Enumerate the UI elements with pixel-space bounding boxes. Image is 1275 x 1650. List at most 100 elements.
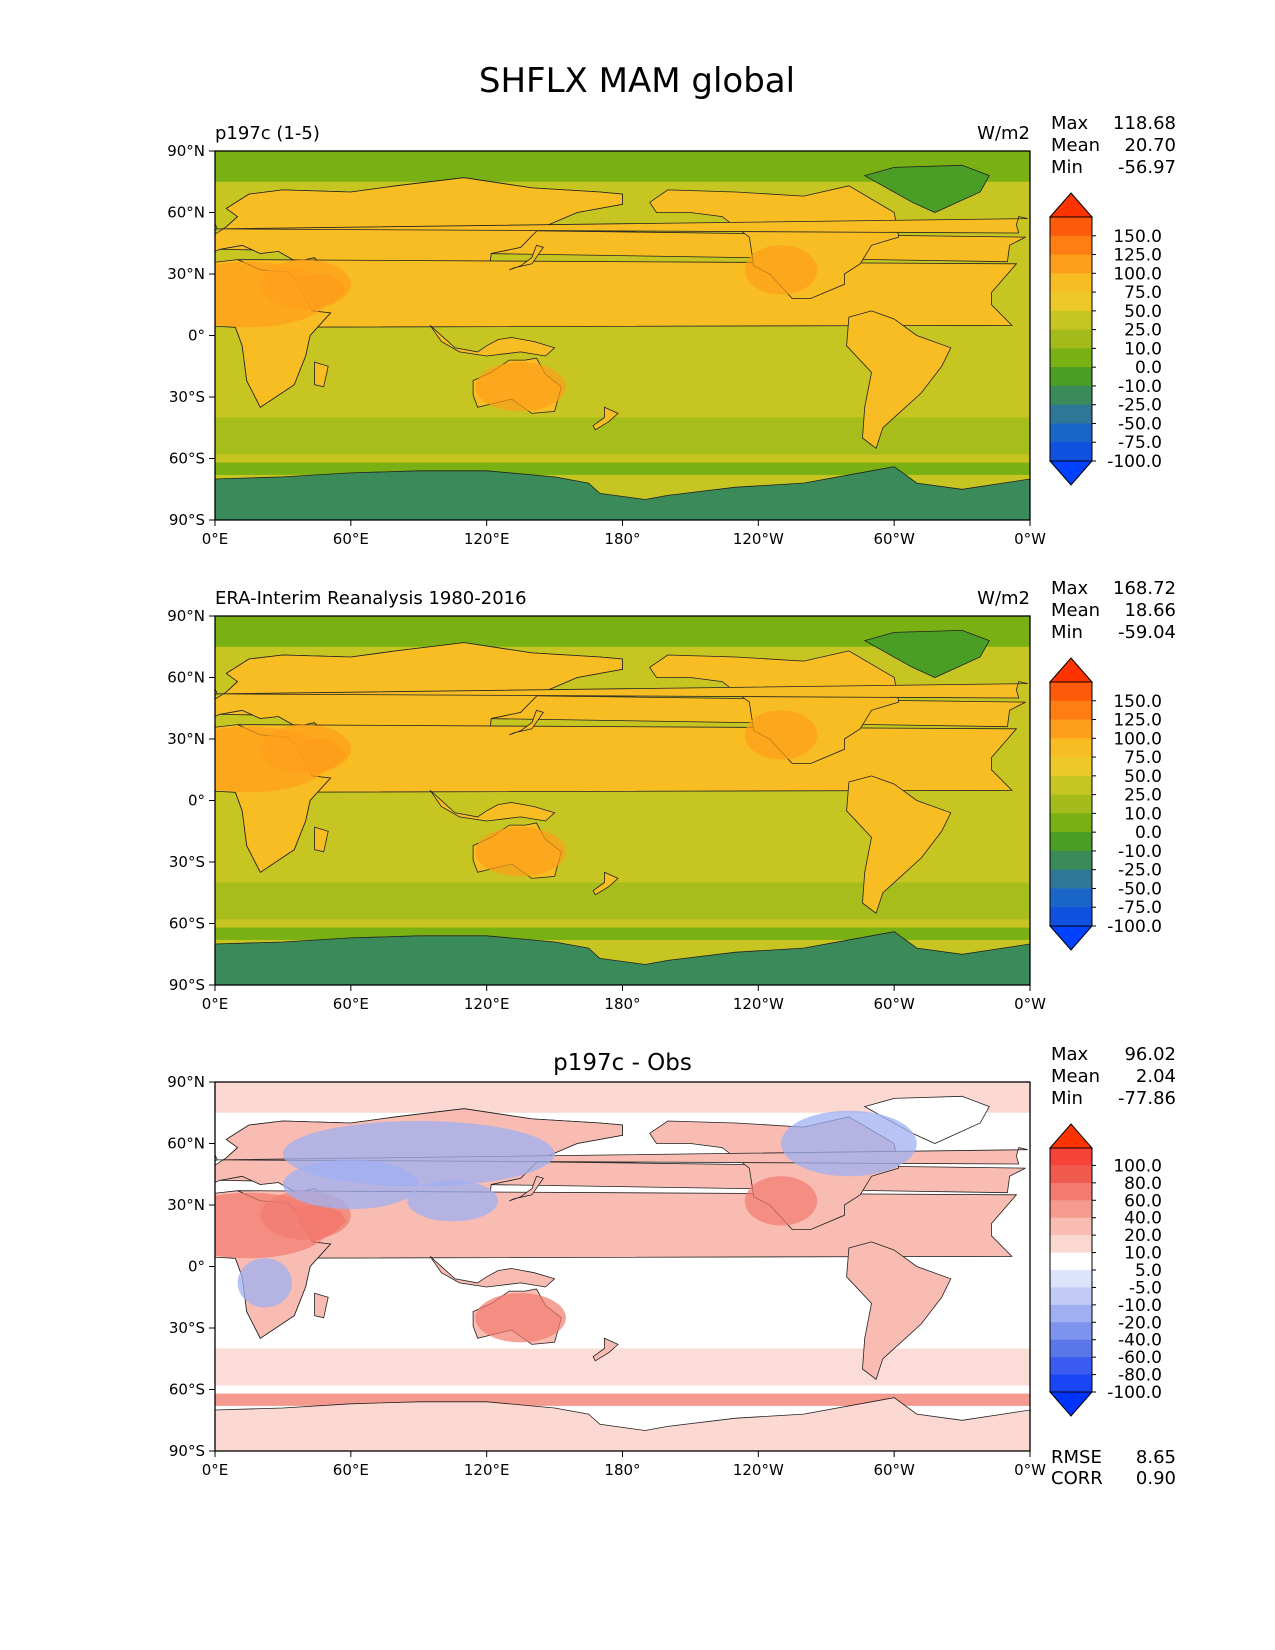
colorbar-label: 0.0 xyxy=(1135,358,1162,378)
colorbar-swatch xyxy=(1050,700,1092,721)
hot-area xyxy=(744,710,818,760)
land-uk xyxy=(217,216,1028,234)
colorbar-swatch xyxy=(1050,1374,1092,1393)
land-samerica-wrap xyxy=(32,776,136,913)
x-tick-label: 180° xyxy=(604,530,640,548)
colorbar-swatch xyxy=(1050,423,1092,443)
southern-band xyxy=(215,417,1030,455)
x-tick-label: 180° xyxy=(604,995,640,1013)
colorbar-swatch xyxy=(1050,1252,1092,1271)
land-namerica xyxy=(649,650,900,764)
y-tick-label: 90°N xyxy=(167,142,205,160)
land-indonesia xyxy=(429,790,556,822)
colorbar-label: 10.0 xyxy=(1124,1244,1162,1264)
colorbar-label: 80.0 xyxy=(1124,1174,1162,1194)
land-nz xyxy=(592,871,619,896)
y-tick-label: 30°N xyxy=(167,730,205,748)
southern-ocean xyxy=(215,462,1030,475)
stat-value: 168.72 xyxy=(1113,578,1176,599)
y-tick-label: 60°S xyxy=(169,450,205,468)
colorbar-swatch xyxy=(1050,217,1092,237)
colorbar-swatch xyxy=(1050,869,1092,889)
x-tick-label: 120°E xyxy=(464,995,510,1013)
x-tick-label: 60°E xyxy=(333,995,369,1013)
x-tick-label: 60°W xyxy=(873,530,915,548)
land-indonesia xyxy=(429,325,556,357)
x-tick-label: 0°E xyxy=(202,1461,229,1479)
colorbar-swatch xyxy=(1050,1165,1092,1184)
x-tick-label: 120°W xyxy=(733,530,784,548)
colorbar-label: -100.0 xyxy=(1107,917,1162,937)
hot-area xyxy=(260,724,351,774)
colorbar-extend-bottom xyxy=(1048,1391,1094,1417)
land-namerica xyxy=(649,185,900,300)
colorbar-swatch xyxy=(1050,832,1092,852)
southern-ocean xyxy=(215,927,1030,940)
colorbar-label: 25.0 xyxy=(1124,321,1162,341)
panel-units: W/m2 xyxy=(977,588,1030,609)
colorbar-label: 100.0 xyxy=(1113,729,1162,749)
colorbar-label: 150.0 xyxy=(1113,227,1162,247)
hot-area xyxy=(744,1176,818,1226)
colorbar-label: 5.0 xyxy=(1135,1261,1162,1281)
colorbar-extend-top xyxy=(1048,192,1094,218)
map-test xyxy=(32,151,1030,520)
land-greenland-wrap xyxy=(50,1096,175,1143)
land-japan xyxy=(509,709,544,736)
x-tick-label: 120°W xyxy=(733,1461,784,1479)
colorbar-swatch xyxy=(1050,404,1092,424)
colorbar-label: 50.0 xyxy=(1124,302,1162,322)
stat-label: Max xyxy=(1051,578,1089,599)
y-tick-label: 0° xyxy=(188,792,205,810)
land-japan xyxy=(509,1175,544,1202)
colorbar-label: 25.0 xyxy=(1124,786,1162,806)
colorbar-label: -10.0 xyxy=(1118,842,1162,862)
land-greenland xyxy=(863,164,990,213)
land-nz xyxy=(592,1337,619,1362)
colorbar-swatch xyxy=(1050,813,1092,833)
y-tick-label: 90°S xyxy=(169,976,205,994)
colorbar-swatch xyxy=(1050,367,1092,387)
land-madagascar xyxy=(314,1292,329,1319)
colorbar-label: -50.0 xyxy=(1118,414,1162,434)
land-greenland xyxy=(863,1095,990,1144)
colorbar-label: 150.0 xyxy=(1113,692,1162,712)
x-tick-label: 120°E xyxy=(464,530,510,548)
colorbar-swatch xyxy=(1050,682,1092,702)
colorbar-swatch xyxy=(1050,273,1092,293)
panel-units: W/m2 xyxy=(977,123,1030,144)
colorbar-swatch xyxy=(1050,794,1092,814)
southern-ocean xyxy=(215,1393,1030,1406)
panel-ref: 0°E 60°E 120°E 180° 120°W 60°W 0°W 90°N 60°N 30°N… xyxy=(32,578,1176,1013)
colorbar-test: 150.0125.0100.075.050.025.010.00.0-10.0-… xyxy=(1048,192,1162,486)
colorbar-swatch xyxy=(1050,738,1092,758)
land-greenland xyxy=(863,629,990,678)
stat-label: Min xyxy=(1051,1088,1083,1109)
colorbar-label: 20.0 xyxy=(1124,1226,1162,1246)
land-greenland-wrap xyxy=(50,630,175,677)
y-tick-label: 30°S xyxy=(169,388,205,406)
colorbar-swatch xyxy=(1050,907,1092,927)
stat-value: -59.04 xyxy=(1118,622,1176,643)
hot-area xyxy=(475,362,566,412)
hot-area xyxy=(475,1293,566,1343)
colorbar-swatch xyxy=(1050,1270,1092,1288)
map-ref xyxy=(32,616,1030,985)
land-samerica xyxy=(846,775,952,914)
colorbar-label: -10.0 xyxy=(1118,1296,1162,1316)
x-tick-label: 0°E xyxy=(202,995,229,1013)
colorbar-label: -25.0 xyxy=(1118,396,1162,416)
colorbar-label: -60.0 xyxy=(1118,1348,1162,1368)
colorbar-swatch xyxy=(1050,1217,1092,1236)
colorbar-label: 10.0 xyxy=(1124,339,1162,359)
land-japan xyxy=(509,244,544,271)
y-tick-label: 90°S xyxy=(169,511,205,529)
panel-left-label: p197c (1-5) xyxy=(215,123,320,144)
colorbar-swatch xyxy=(1050,1200,1092,1219)
colorbar-label: -80.0 xyxy=(1118,1366,1162,1386)
land-samerica-wrap xyxy=(32,311,136,448)
panel-center-title: p197c - Obs xyxy=(553,1050,692,1076)
figure-title: SHFLX MAM global xyxy=(479,61,795,101)
colorbar-extend-bottom xyxy=(1048,460,1094,486)
colorbar-swatch xyxy=(1050,1287,1092,1306)
